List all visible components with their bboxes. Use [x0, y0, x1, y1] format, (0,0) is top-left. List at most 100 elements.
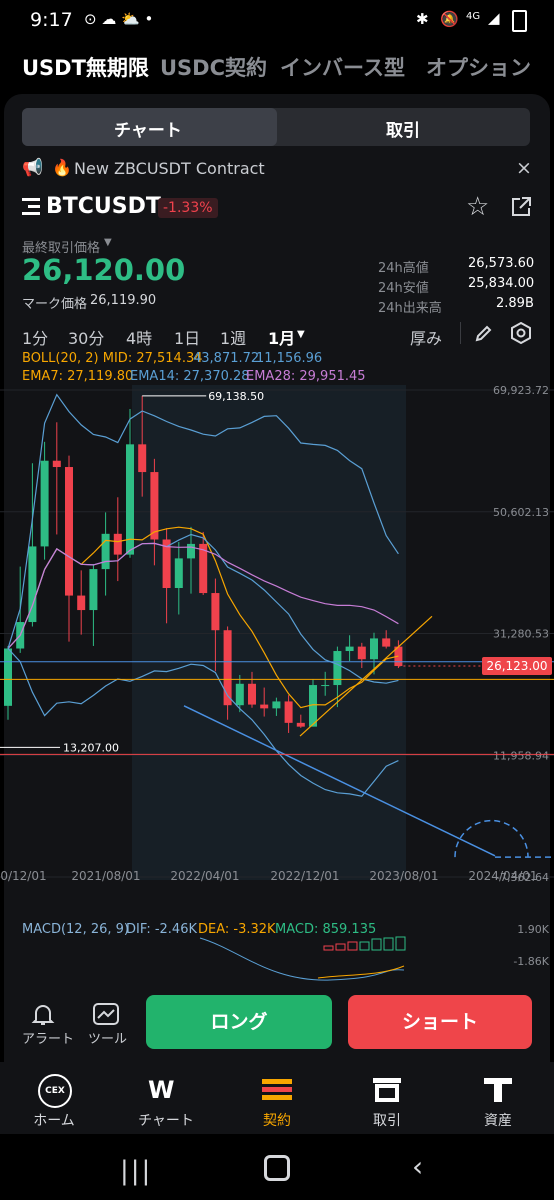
candle: [126, 444, 134, 555]
share-icon[interactable]: [510, 196, 532, 222]
view-tab-trade[interactable]: 取引: [386, 121, 420, 141]
banner-text[interactable]: New ZBCUSDT Contract: [74, 159, 265, 178]
candle: [187, 543, 195, 559]
low-marker-label: 13,207.00: [63, 741, 119, 754]
settings-icon[interactable]: [510, 321, 532, 348]
y-tick-label: 11,958.94: [493, 749, 549, 762]
tab-inverse[interactable]: インバース型: [280, 56, 405, 80]
candle: [162, 539, 171, 589]
timeframe-1m[interactable]: 1分: [22, 329, 49, 348]
last-price: 26,120.00: [22, 253, 186, 287]
stat-high-value: 26,573.60: [468, 256, 535, 271]
mute-icon: 🔕: [440, 10, 459, 28]
macd-dea-line: [317, 965, 405, 979]
candle: [345, 646, 354, 652]
contract-icon[interactable]: [262, 1079, 292, 1105]
nav-home[interactable]: ホーム: [33, 1113, 75, 1129]
view-tab-chart[interactable]: チャート: [114, 121, 182, 141]
fire-icon: 🔥: [52, 158, 72, 177]
candle: [272, 701, 281, 709]
ema28-label: EMA28: 29,951.45: [246, 369, 366, 384]
candle: [101, 533, 110, 570]
short-button[interactable]: ショート: [348, 995, 532, 1049]
chart-w-icon[interactable]: W: [148, 1076, 175, 1104]
candle: [235, 683, 244, 706]
symbol-name[interactable]: BTCUSDT: [46, 194, 161, 219]
x-tick-label: 2022/12/01: [270, 869, 339, 883]
network-label: 4G: [466, 11, 481, 22]
timeframe-caret-icon[interactable]: ▼: [297, 329, 305, 340]
view-tab-chart-bg[interactable]: [22, 108, 277, 146]
candle: [89, 569, 98, 611]
tab-options[interactable]: オプション: [426, 56, 531, 80]
depth-button[interactable]: 厚み: [410, 329, 443, 348]
stat-volume-label: 24h出来高: [378, 301, 442, 316]
x-tick-label: 2020/12/01: [0, 869, 47, 883]
x-tick-label: 2021/08/01: [71, 869, 140, 883]
recent-apps-icon[interactable]: |||: [120, 1156, 153, 1186]
nav-contract[interactable]: 契約: [263, 1113, 291, 1129]
macd-chart: 1.90K -1.86K: [199, 923, 550, 981]
candle: [174, 558, 183, 589]
y-tick-label: 69,923.72: [493, 385, 549, 397]
banner-close-icon[interactable]: ×: [516, 157, 532, 179]
tab-usdt-perpetual[interactable]: USDT無期限: [22, 56, 149, 80]
candle: [321, 685, 330, 687]
x-tick-label: 2023/08/01: [369, 869, 438, 883]
boll-dn-label: 11,156.96: [256, 351, 323, 366]
tools-icon[interactable]: [92, 1002, 120, 1030]
trade-icon[interactable]: [373, 1078, 401, 1106]
macd-name-label: MACD(12, 26, 9): [22, 922, 129, 937]
nav-assets[interactable]: 資産: [484, 1113, 512, 1129]
candle: [150, 472, 159, 540]
symbol-change-badge: -1.33%: [158, 198, 218, 218]
home-icon[interactable]: [264, 1155, 290, 1181]
trend-line: [183, 705, 496, 857]
candle: [113, 533, 122, 555]
cex-icon[interactable]: CEX: [38, 1074, 72, 1108]
alert-label[interactable]: アラート: [22, 1032, 75, 1047]
nav-trade[interactable]: 取引: [373, 1113, 401, 1129]
ema28-line: [7, 542, 399, 649]
boll-up-label: 43,871.72: [193, 351, 260, 366]
x-tick-label: 2024/04/01: [468, 869, 537, 883]
arc-drawing: [454, 819, 529, 858]
system-nav: [0, 1134, 554, 1200]
stat-high-label: 24h高値: [378, 261, 429, 276]
caret-down-icon[interactable]: ▼: [104, 237, 112, 248]
stat-low-value: 25,834.00: [468, 276, 535, 291]
trend-line: [299, 615, 433, 737]
timeframe-1mo[interactable]: 1月: [268, 329, 296, 348]
macd-histogram-bar: [347, 941, 358, 951]
signal-icon: ◢: [488, 9, 500, 27]
macd-histogram-bar: [395, 936, 406, 951]
price-chart[interactable]: 69,923.72 50,602.13 31,280.53 11,958.94 -7,3…: [0, 385, 554, 885]
assets-icon[interactable]: [484, 1078, 512, 1106]
timeframe-1w[interactable]: 1週: [220, 329, 247, 348]
boll-lower-line: [7, 648, 399, 797]
candle: [4, 648, 12, 706]
macd-tick-label: -1.86K: [513, 955, 549, 968]
y-tick-label: 31,280.53: [493, 628, 549, 641]
high-marker-label: 69,138.50: [208, 390, 264, 403]
candle: [40, 460, 49, 547]
x-tick-label: 2022/04/01: [170, 869, 239, 883]
status-bar: 9:17 ⊙ ☁ ⛅ • ✱ 🔕 4G ◢: [0, 0, 554, 42]
nav-chart[interactable]: チャート: [138, 1113, 194, 1129]
menu-icon[interactable]: [22, 196, 40, 216]
star-icon[interactable]: ☆: [466, 192, 490, 222]
long-button[interactable]: ロング: [146, 995, 332, 1049]
pencil-icon[interactable]: [474, 323, 494, 347]
tab-usdc-contract[interactable]: USDC契約: [160, 56, 268, 80]
timeframe-4h[interactable]: 4時: [126, 329, 153, 348]
alert-icon[interactable]: [30, 1002, 56, 1032]
timeframe-1d[interactable]: 1日: [174, 329, 201, 348]
current-price-tag: [482, 656, 552, 675]
candle: [28, 546, 37, 623]
chart-highlight-band: [132, 385, 406, 880]
timeframe-30m[interactable]: 30分: [68, 329, 105, 348]
candle: [382, 638, 391, 647]
tools-label[interactable]: ツール: [88, 1032, 128, 1047]
macd-histogram-bar: [371, 938, 382, 951]
back-icon[interactable]: ‹: [412, 1150, 424, 1183]
